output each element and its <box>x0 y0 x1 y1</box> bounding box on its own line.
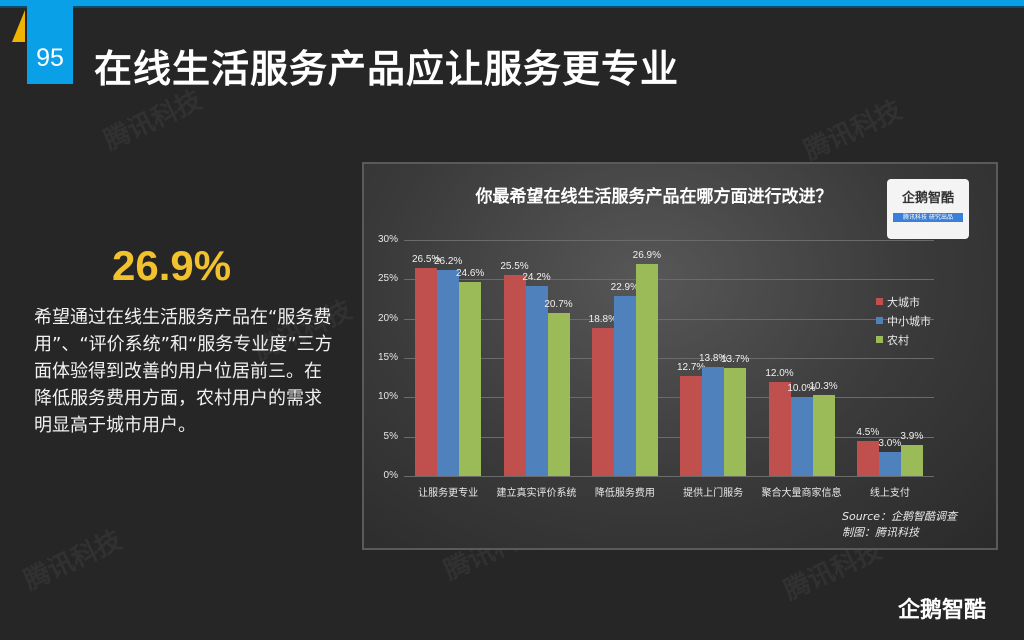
gridline <box>404 279 934 281</box>
watermark: 腾讯科技 <box>19 525 127 597</box>
highlight-stat: 26.9% <box>112 242 232 289</box>
legend-label: 大城市 <box>887 295 920 309</box>
y-tick-label: 20% <box>377 312 398 324</box>
chart-legend: 大城市 中小城市 农村 <box>876 292 931 349</box>
bar <box>724 368 747 476</box>
legend-swatch <box>876 336 883 343</box>
x-category-label: 聚合大量商家信息 <box>761 488 842 499</box>
value-label: 24.6% <box>455 268 485 280</box>
made-by-text: 制图：腾讯科技 <box>842 526 919 539</box>
value-label: 12.7% <box>676 362 706 374</box>
bar <box>591 328 614 476</box>
bar <box>790 397 813 476</box>
chart-source: Source：企鹅智酷调查 制图：腾讯科技 <box>842 509 957 541</box>
x-category-label: 降低服务费用 <box>594 488 655 499</box>
bar <box>900 445 923 476</box>
brand-badge: 企鹅智酷 腾讯科技 研究出品 <box>887 179 969 239</box>
top-accent-shadow <box>0 6 1024 8</box>
chart-title: 你最希望在线生活服务产品在哪方面进行改进？ <box>475 187 833 207</box>
value-label: 20.7% <box>544 299 573 311</box>
value-label: 3.9% <box>900 431 924 443</box>
value-label: 10.0% <box>787 383 816 395</box>
page-number-tab <box>27 0 73 84</box>
badge-subtitle: 腾讯科技 研究出品 <box>893 213 963 222</box>
bar <box>856 440 879 476</box>
value-label: 13.8% <box>698 353 728 365</box>
value-label: 10.3% <box>809 380 838 392</box>
value-label: 13.7% <box>720 354 750 366</box>
gridline <box>404 476 934 477</box>
bar <box>525 285 548 476</box>
gridline <box>404 358 934 359</box>
legend-label: 中小城市 <box>887 314 931 328</box>
page-number: 95 <box>36 44 64 72</box>
bar <box>547 313 570 476</box>
gridline <box>404 397 934 399</box>
value-label: 26.2% <box>433 255 463 267</box>
legend-item: 中小城市 <box>876 311 931 330</box>
gridline <box>404 318 934 320</box>
value-label: 22.9% <box>610 281 639 293</box>
gridline <box>404 240 934 241</box>
value-label: 12.0% <box>765 367 794 379</box>
bar <box>878 452 901 476</box>
bar <box>635 264 658 476</box>
source-text: Source：企鹅智酷调查 <box>842 510 958 523</box>
value-label: 26.9% <box>632 250 661 262</box>
highlight-description: 希望通过在线生活服务产品在“服务费用”、“评价系统”和“服务专业度”三方面体验得… <box>34 307 333 436</box>
value-label: 4.5% <box>856 426 880 438</box>
bar <box>768 381 791 476</box>
bar <box>503 275 526 476</box>
bar <box>812 394 835 476</box>
y-tick-label: 10% <box>377 391 398 403</box>
legend-item: 农村 <box>876 330 931 349</box>
footer-logo: 企鹅智酷 <box>898 598 987 623</box>
page-title: 在线生活服务产品应让服务更专业 <box>94 47 680 91</box>
bar <box>702 367 725 476</box>
x-category-label: 建立真实评价系统 <box>496 488 577 499</box>
value-label: 25.5% <box>500 261 529 273</box>
legend-label: 农村 <box>887 333 909 347</box>
y-tick-label: 25% <box>377 273 398 285</box>
chart-card: 你最希望在线生活服务产品在哪方面进行改进？ 企鹅智酷 腾讯科技 研究出品 0% 5… <box>362 162 998 550</box>
bar <box>437 269 460 476</box>
x-category-label: 让服务更专业 <box>418 488 479 499</box>
value-label: 3.0% <box>878 438 902 450</box>
gridline <box>404 436 934 438</box>
top-accent-bar <box>0 0 1024 6</box>
legend-swatch <box>876 298 883 305</box>
value-label: 18.8% <box>588 314 617 326</box>
y-tick-label: 5% <box>383 430 398 442</box>
value-label: 26.5% <box>411 253 441 265</box>
plot-area: 0% 5% 10% 15% 20% 25% 30% 26.5% 26.2% 24.6% 让服务更专业… <box>378 234 934 499</box>
x-category-label: 提供上门服务 <box>683 488 744 499</box>
bar <box>415 267 438 476</box>
y-tick-label: 30% <box>377 234 398 245</box>
x-category-label: 线上支付 <box>869 488 910 499</box>
legend-swatch <box>876 317 883 324</box>
value-label: 24.2% <box>522 271 551 283</box>
y-tick-label: 15% <box>377 352 398 363</box>
corner-decoration <box>12 10 25 42</box>
y-tick-label: 0% <box>383 470 398 481</box>
badge-logo-text: 企鹅智酷 <box>901 191 954 206</box>
bar <box>613 295 636 476</box>
legend-item: 大城市 <box>876 292 931 311</box>
bar <box>459 282 482 476</box>
bar <box>680 376 703 476</box>
watermark: 腾讯科技 <box>799 95 907 167</box>
